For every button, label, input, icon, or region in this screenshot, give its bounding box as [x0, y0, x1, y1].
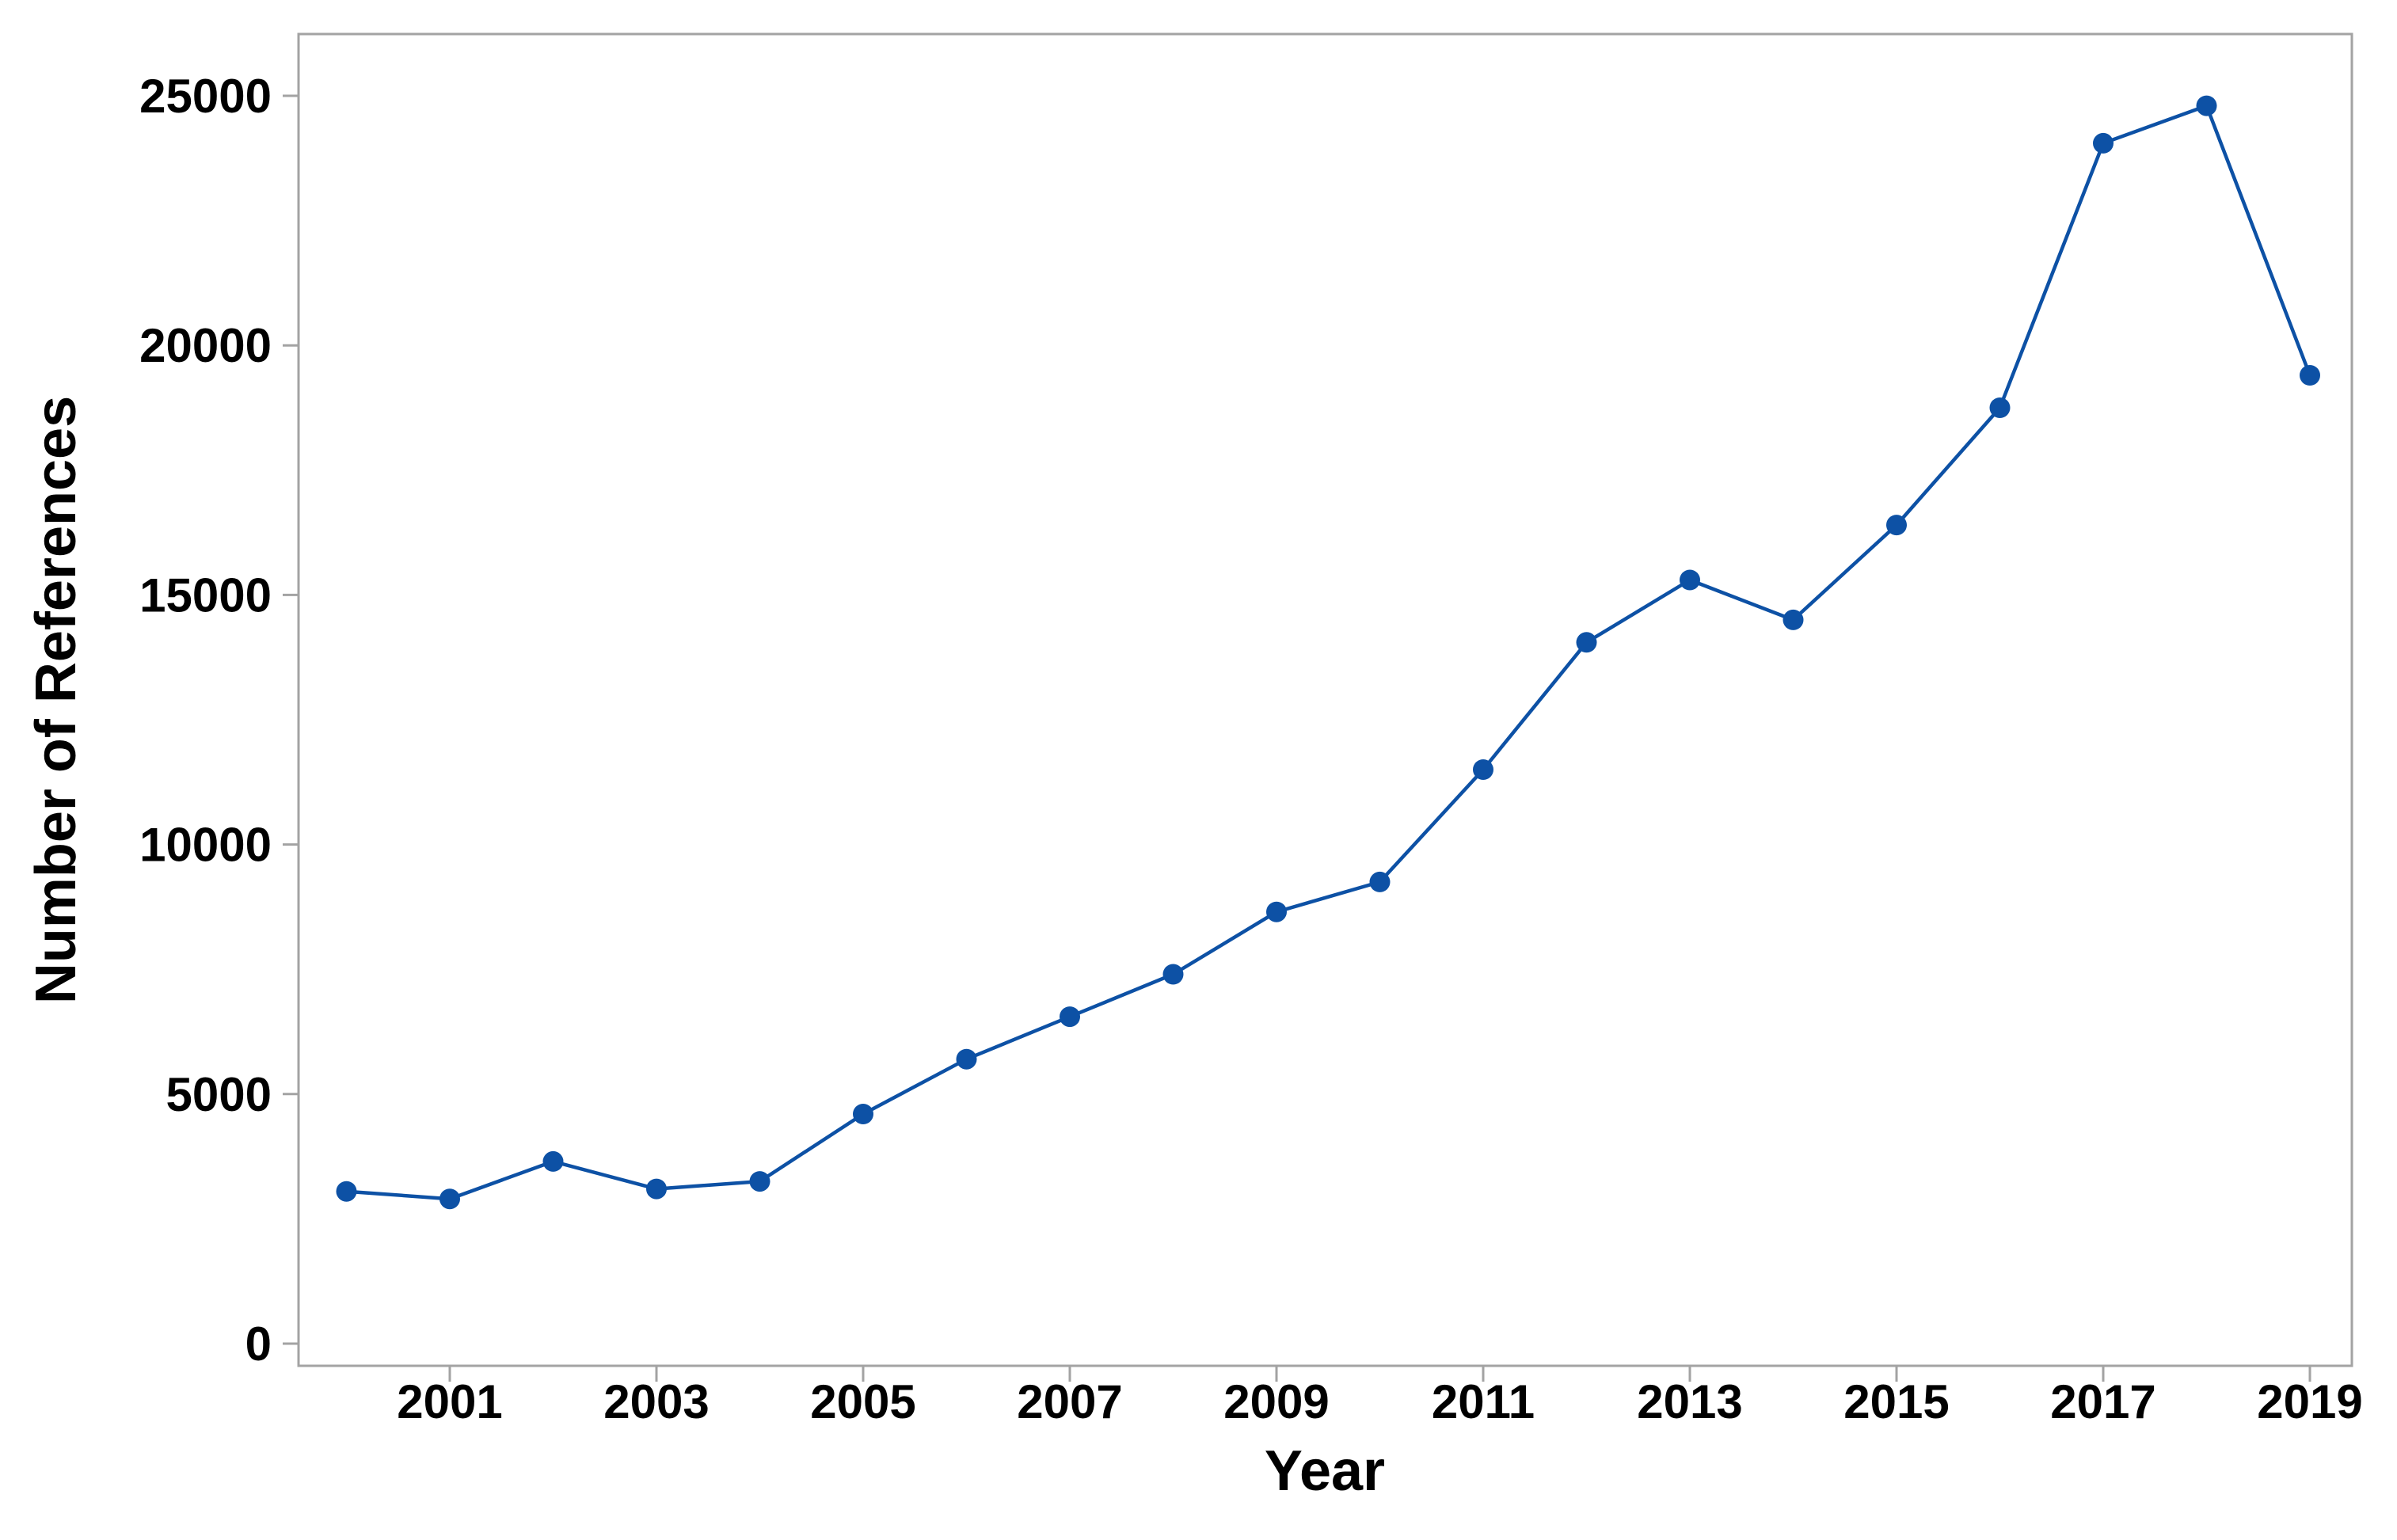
data-point-marker [1060, 1006, 1080, 1028]
data-point-marker [542, 1150, 564, 1172]
data-point-marker [853, 1104, 873, 1124]
y-axis-ticks: 0 5000 10000 15000 20000 25000 [139, 70, 299, 1371]
x-tick-label: 2003 [603, 1375, 709, 1428]
x-tick-label: 2007 [1017, 1375, 1122, 1428]
y-tick-label: 25000 [139, 70, 272, 123]
data-point-marker [336, 1181, 357, 1202]
y-tick-label: 15000 [139, 568, 272, 622]
data-point-marker [646, 1178, 667, 1200]
x-tick-label: 2001 [397, 1375, 502, 1428]
data-point-marker [2300, 365, 2320, 386]
y-tick-label: 20000 [139, 319, 272, 372]
series-connect-line [346, 104, 2312, 1201]
data-series [336, 95, 2320, 1210]
y-axis-title: Number of References [25, 396, 88, 1004]
data-point-marker [2196, 95, 2217, 116]
plot-area-border [297, 32, 2353, 1367]
y-tick-label: 0 [245, 1318, 272, 1371]
data-point-marker [2093, 132, 2114, 154]
x-tick-label: 2019 [2257, 1375, 2362, 1428]
x-tick-label: 2015 [1843, 1375, 1949, 1428]
data-point-marker [1680, 569, 1700, 591]
x-tick-label: 2009 [1223, 1375, 1329, 1428]
x-axis-title: Year [1265, 1439, 1385, 1503]
data-point-marker [1266, 901, 1287, 922]
y-tick-label: 5000 [166, 1068, 272, 1121]
x-tick-label: 2017 [2050, 1375, 2155, 1428]
data-point-marker [749, 1171, 770, 1192]
y-tick-label: 10000 [139, 819, 272, 872]
data-point-marker [1369, 871, 1391, 892]
x-tick-label: 2011 [1432, 1375, 1535, 1428]
data-point-marker [956, 1048, 977, 1070]
data-point-marker [1473, 759, 1493, 780]
data-point-marker [439, 1188, 460, 1210]
data-point-marker [1162, 964, 1184, 985]
x-tick-label: 2013 [1637, 1375, 1742, 1428]
data-point-marker [1886, 515, 1907, 536]
data-point-marker [1576, 632, 1597, 653]
x-axis-ticks: 2001 2003 2005 2007 2009 2011 2013 2015 2017 2019 [397, 1366, 2363, 1428]
x-tick-label: 2005 [810, 1375, 915, 1428]
data-point-marker [1783, 609, 1804, 630]
data-point-marker [1989, 397, 2011, 418]
